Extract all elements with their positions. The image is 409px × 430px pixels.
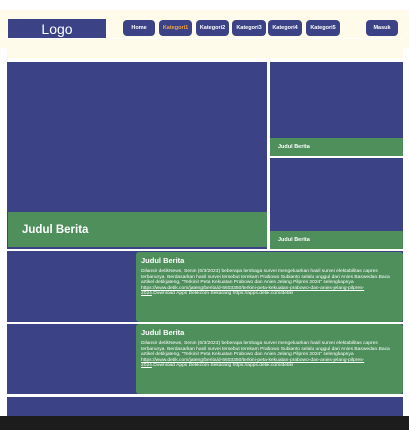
footer-divider bbox=[7, 394, 403, 397]
hero-caption[interactable]: Judul Berita bbox=[8, 212, 267, 247]
news-title-2[interactable]: Judul Berita bbox=[141, 328, 185, 337]
side-news-image-2[interactable] bbox=[270, 158, 403, 231]
news-link-2[interactable]: https://www.detik.com/jateng/berita/d-66… bbox=[141, 357, 365, 369]
hero-image[interactable] bbox=[8, 65, 267, 212]
news-card-1[interactable]: Judul Berita Dilansir detikNews, Senin (… bbox=[136, 252, 403, 322]
news-excerpt-2: Dilansir detikNews, Senin (6/3/2023) beb… bbox=[141, 341, 390, 369]
section-divider bbox=[7, 249, 403, 251]
row-divider bbox=[7, 322, 403, 324]
side-news-caption-2[interactable]: Judul Berita bbox=[270, 231, 403, 249]
nav-kategori2[interactable]: Kategori2 bbox=[196, 20, 229, 36]
sub-header-bar bbox=[7, 48, 403, 58]
news-title-1[interactable]: Judul Berita bbox=[141, 256, 185, 265]
header-divider bbox=[7, 38, 403, 39]
nav-kategori1[interactable]: Kategori1 bbox=[159, 20, 192, 36]
side-divider bbox=[270, 156, 403, 158]
news-card-2[interactable]: Judul Berita Dilansir detikNews, Senin (… bbox=[136, 324, 403, 394]
news-link-1[interactable]: https://www.detik.com/jateng/berita/d-66… bbox=[141, 285, 365, 297]
news-excerpt-1: Dilansir detikNews, Senin (6/3/2023) beb… bbox=[141, 269, 390, 297]
login-button[interactable]: Masuk bbox=[366, 20, 398, 36]
nav-home[interactable]: Home bbox=[123, 20, 155, 36]
news-thumbnail-1[interactable] bbox=[8, 252, 134, 322]
side-news-caption-1[interactable]: Judul Berita bbox=[270, 138, 403, 156]
footer bbox=[8, 397, 403, 413]
bottom-bar bbox=[0, 416, 409, 430]
nav-kategori3[interactable]: Kategori3 bbox=[232, 20, 266, 36]
nav-kategori4[interactable]: Kategori4 bbox=[268, 20, 302, 36]
logo[interactable]: Logo bbox=[8, 19, 106, 38]
news-thumbnail-2[interactable] bbox=[8, 324, 134, 394]
side-news-image-1[interactable] bbox=[270, 65, 403, 138]
nav-kategori5[interactable]: Kategori5 bbox=[306, 20, 340, 36]
column-divider bbox=[267, 62, 270, 249]
